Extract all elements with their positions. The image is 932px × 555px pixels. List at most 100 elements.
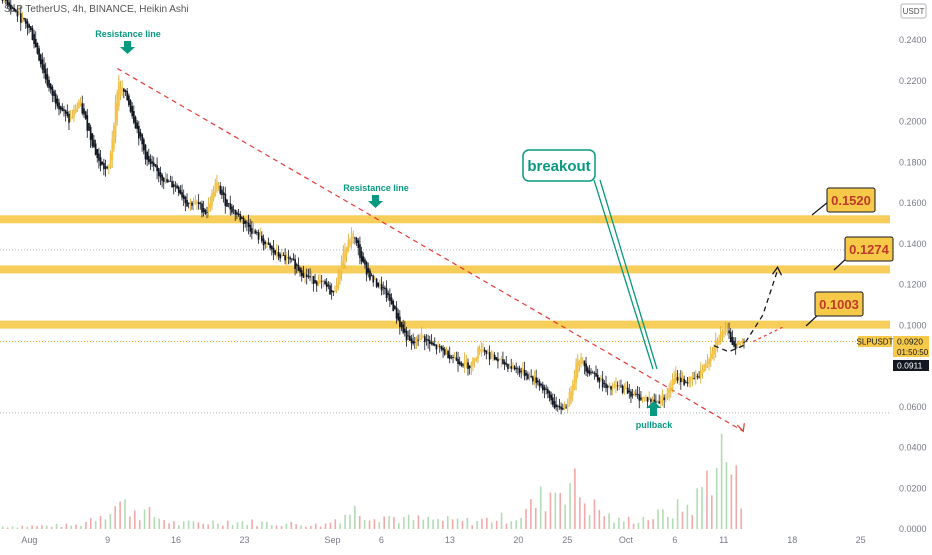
candle-body (66, 111, 69, 117)
candle-body (64, 110, 67, 114)
candle-body (721, 330, 724, 337)
candle-body (159, 172, 162, 178)
candle-body (39, 54, 42, 65)
candle-body (415, 337, 418, 343)
candle-body (249, 224, 252, 232)
candle-body (342, 253, 345, 269)
candle-body (463, 360, 466, 365)
candle-body (473, 359, 476, 362)
candle-body (137, 125, 140, 139)
candle-body (21, 17, 24, 19)
candle-body (686, 382, 689, 384)
candle-body (694, 374, 697, 379)
candle-body (576, 358, 579, 373)
volume-bar (182, 521, 185, 529)
candle-body (149, 158, 152, 165)
x-tick-label: Aug (21, 535, 37, 545)
candle-body (575, 363, 577, 383)
candle-body (568, 392, 571, 407)
candle-body (512, 365, 514, 368)
candle-body (689, 376, 692, 381)
candle-body (224, 193, 227, 206)
candle-body (83, 108, 85, 115)
candle-body (116, 92, 119, 121)
candle-body (428, 340, 431, 344)
candle-body (201, 203, 203, 213)
candle-body (621, 385, 624, 393)
candle-body (357, 240, 360, 248)
candle-body (417, 339, 420, 341)
candle-body (133, 111, 135, 123)
candle-body (593, 372, 596, 374)
candle-body (16, 10, 19, 17)
volume-bar (715, 467, 718, 529)
volume-bar (231, 525, 234, 529)
candle-body (111, 138, 114, 161)
annotation-breakout: breakout (522, 149, 658, 370)
candle-body (493, 354, 496, 360)
candle-body (96, 149, 99, 159)
candle-body (586, 367, 589, 374)
y-tick-label: 0.1200 (899, 280, 927, 290)
candle-body (327, 284, 330, 287)
x-axis[interactable]: Aug 9 16 23 Sep 6 13 20 25 Oct 6 11 18 25 (21, 535, 865, 545)
candle-body (76, 105, 79, 112)
candle-body (729, 331, 732, 343)
volume-bar (564, 504, 566, 529)
annotation-resistance-1: Resistance line (95, 29, 161, 54)
candle-body (708, 359, 710, 365)
candle-body (350, 233, 353, 244)
candle-body (560, 406, 563, 410)
projection-layer (713, 265, 783, 433)
volume-bar (544, 511, 547, 529)
candle-body (84, 111, 87, 119)
level-band (0, 215, 890, 224)
candle-body (460, 362, 463, 366)
level-label-0-1003: 0.1003 (805, 291, 864, 327)
candle-body (480, 349, 483, 351)
arrow-down-icon (120, 41, 135, 54)
candle-body (365, 262, 368, 275)
volume-bar (310, 526, 312, 529)
y-tick-label: 0.0400 (899, 443, 927, 453)
candle-body (718, 339, 720, 343)
currency-badge[interactable]: USDT (900, 3, 927, 19)
annotation-resistance-2: Resistance line (343, 183, 409, 208)
candle-body (468, 365, 471, 369)
candle-body (485, 350, 488, 354)
candle-body (126, 91, 129, 100)
candle-body (261, 235, 263, 242)
candle-body (212, 192, 215, 200)
volume-bar (138, 520, 141, 529)
candle-body (711, 350, 714, 358)
volume-bar (525, 509, 527, 529)
candle-body (182, 194, 185, 199)
volume-bar (383, 516, 385, 529)
volume-bar (50, 526, 53, 529)
y-tick-label: 0.2200 (899, 76, 927, 86)
candle-body (743, 342, 745, 344)
y-axis[interactable]: 0.2400 0.2200 0.2000 0.1800 0.1600 0.1400 0.12… (899, 35, 927, 534)
candle-body (8, 2, 11, 8)
volume-bar (119, 501, 121, 529)
volume-bar (393, 517, 395, 529)
candle-body (478, 349, 481, 353)
candle-body (167, 180, 170, 182)
volume-bar (207, 524, 209, 529)
candle-body (290, 258, 293, 260)
candle-body (706, 361, 709, 367)
volume-bar (407, 514, 410, 529)
volume-bar (588, 514, 591, 529)
volume-bar (559, 492, 562, 529)
candle-body (119, 87, 122, 94)
volume-bar (300, 525, 302, 529)
candle-body (600, 377, 602, 380)
candle-body (275, 251, 278, 253)
candle-body (259, 235, 262, 237)
candle-body (184, 196, 187, 204)
candle-body (98, 153, 100, 161)
candle-body (696, 376, 699, 378)
candle-body (101, 161, 104, 165)
